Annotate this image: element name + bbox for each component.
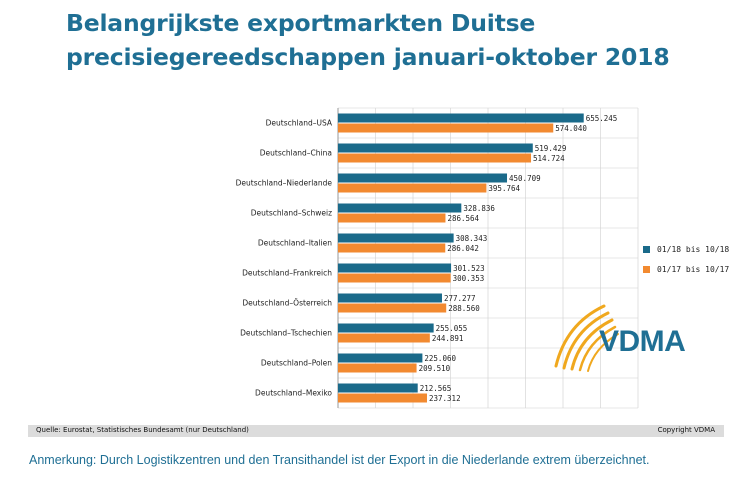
- bar-2017: [338, 333, 430, 343]
- vdma-logo-arcs: [554, 304, 619, 372]
- bar-2017: [338, 243, 446, 253]
- footnote: Anmerkung: Durch Logistikzentren und den…: [29, 453, 650, 467]
- category-label: Deutschland–China: [260, 149, 332, 158]
- bar-2018: [338, 203, 462, 213]
- bar-2018: [338, 263, 452, 273]
- bar-2017: [338, 303, 447, 313]
- data-label: 209.510: [419, 364, 451, 373]
- data-label: 255.055: [436, 324, 468, 333]
- category-label: Deutschland–USA: [266, 119, 333, 128]
- legend-item-2017: 01/17 bis 10/17: [643, 259, 729, 279]
- data-label: 328.836: [463, 204, 495, 213]
- source-text: Quelle: Eurostat, Statistisches Bundesam…: [36, 426, 249, 434]
- data-label: 308.343: [456, 234, 488, 243]
- data-label: 286.042: [447, 244, 479, 253]
- bar-2018: [338, 233, 454, 243]
- data-label: 212.565: [420, 384, 452, 393]
- bar-2017: [338, 183, 487, 193]
- data-label: 519.429: [535, 144, 567, 153]
- bar-2018: [338, 173, 508, 183]
- chart-title-line-1: Belangrijkste exportmarkten Duitse: [66, 9, 536, 37]
- bar-2017: [338, 123, 554, 133]
- bar-2017: [338, 213, 446, 223]
- legend-swatch-2017: [643, 265, 650, 273]
- logo-arc-1: [554, 304, 606, 368]
- legend-item-2018: 01/18 bis 10/18: [643, 239, 729, 259]
- data-label: 288.560: [448, 304, 480, 313]
- data-label: 237.312: [429, 394, 461, 403]
- data-label: 301.523: [453, 264, 485, 273]
- chart-title-line-2: precisiegereedschappen januari-oktober 2…: [66, 43, 670, 71]
- chart-title: Belangrijkste exportmarkten Duitse preci…: [66, 6, 736, 74]
- logo-arc-3: [570, 318, 614, 371]
- bar-2018: [338, 293, 442, 303]
- data-label: 514.724: [533, 154, 565, 163]
- bar-2017: [338, 273, 451, 283]
- category-label: Deutschland–Niederlande: [236, 179, 333, 188]
- category-label: Deutschland–Mexiko: [255, 389, 332, 398]
- category-label: Deutschland–Österreich: [242, 299, 332, 308]
- data-label: 300.353: [453, 274, 485, 283]
- data-label: 450.709: [509, 174, 541, 183]
- legend-label-2018: 01/18 bis 10/18: [657, 244, 730, 254]
- bar-2017: [338, 363, 417, 373]
- vdma-logo-text: VDMA: [599, 325, 686, 358]
- logo-arc-4: [578, 325, 617, 372]
- bar-2018: [338, 353, 423, 363]
- category-label: Deutschland–Tschechien: [240, 329, 332, 338]
- footer-bar: Quelle: Eurostat, Statistisches Bundesam…: [28, 425, 724, 437]
- data-label: 395.764: [488, 184, 520, 193]
- legend-label-2017: 01/17 bis 10/17: [657, 264, 730, 274]
- bar-2017: [338, 153, 532, 163]
- data-label: 574.040: [555, 124, 587, 133]
- category-label: Deutschland–Frankreich: [242, 269, 332, 278]
- category-label: Deutschland–Italien: [258, 239, 332, 248]
- data-label: 286.564: [447, 214, 479, 223]
- bar-2018: [338, 143, 533, 153]
- data-label: 244.891: [432, 334, 464, 343]
- copyright-text: Copyright VDMA: [657, 426, 715, 434]
- category-label: Deutschland–Schweiz: [251, 209, 332, 218]
- logo-arc-5: [587, 333, 619, 372]
- bars: [338, 113, 584, 403]
- logo-arc-2: [562, 311, 610, 370]
- category-label: Deutschland–Polen: [261, 359, 332, 368]
- bar-2018: [338, 323, 434, 333]
- data-label: 277.277: [444, 294, 476, 303]
- legend-swatch-2018: [643, 245, 650, 253]
- data-label: 225.060: [424, 354, 456, 363]
- bar-2018: [338, 113, 584, 123]
- bar-2018: [338, 383, 418, 393]
- chart-legend: 01/18 bis 10/18 01/17 bis 10/17: [643, 239, 729, 279]
- data-label: 655.245: [586, 114, 618, 123]
- bar-2017: [338, 393, 427, 403]
